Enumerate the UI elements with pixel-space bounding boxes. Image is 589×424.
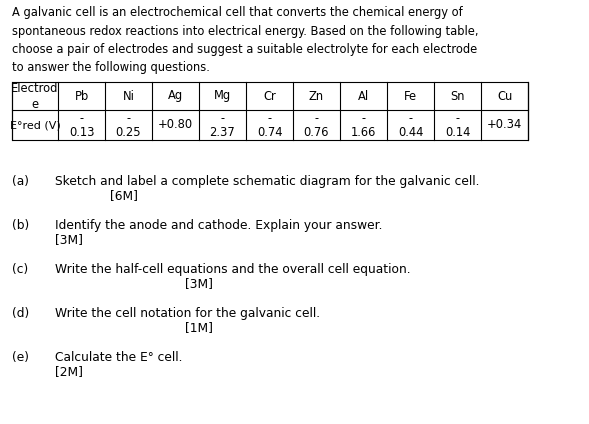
Text: Ag: Ag xyxy=(168,89,183,103)
Text: Cr: Cr xyxy=(263,89,276,103)
Text: [3M]: [3M] xyxy=(55,233,83,246)
Text: -: - xyxy=(315,112,319,126)
Text: Identify the anode and cathode. Explain your answer.: Identify the anode and cathode. Explain … xyxy=(55,219,382,232)
Text: (a): (a) xyxy=(12,175,29,188)
Text: 0.13: 0.13 xyxy=(69,126,94,139)
Text: 0.76: 0.76 xyxy=(304,126,329,139)
Text: Write the cell notation for the galvanic cell.: Write the cell notation for the galvanic… xyxy=(55,307,320,320)
Text: [2M]: [2M] xyxy=(55,365,83,378)
Text: (e): (e) xyxy=(12,351,29,364)
Text: A galvanic cell is an electrochemical cell that converts the chemical energy of
: A galvanic cell is an electrochemical ce… xyxy=(12,6,478,75)
Text: -: - xyxy=(408,112,412,126)
Text: [6M]: [6M] xyxy=(110,189,138,202)
Text: Al: Al xyxy=(358,89,369,103)
Text: Pb: Pb xyxy=(74,89,88,103)
Text: (b): (b) xyxy=(12,219,29,232)
Text: -: - xyxy=(80,112,84,126)
Text: Cu: Cu xyxy=(497,89,512,103)
Text: Ni: Ni xyxy=(123,89,134,103)
Text: [1M]: [1M] xyxy=(185,321,213,334)
Text: (c): (c) xyxy=(12,263,28,276)
Text: E°red (V): E°red (V) xyxy=(9,120,61,130)
Text: -: - xyxy=(220,112,224,126)
Text: Sketch and label a complete schematic diagram for the galvanic cell.: Sketch and label a complete schematic di… xyxy=(55,175,479,188)
Text: +0.34: +0.34 xyxy=(487,118,522,131)
Text: 0.74: 0.74 xyxy=(257,126,282,139)
Text: (d): (d) xyxy=(12,307,29,320)
Text: -: - xyxy=(267,112,272,126)
Text: Electrod
e: Electrod e xyxy=(11,81,59,111)
Text: 0.25: 0.25 xyxy=(115,126,141,139)
Text: Calculate the E° cell.: Calculate the E° cell. xyxy=(55,351,183,364)
Text: -: - xyxy=(455,112,459,126)
Text: Fe: Fe xyxy=(404,89,417,103)
Text: 0.14: 0.14 xyxy=(445,126,470,139)
Text: 0.44: 0.44 xyxy=(398,126,423,139)
Text: +0.80: +0.80 xyxy=(158,118,193,131)
Text: Mg: Mg xyxy=(214,89,231,103)
Text: -: - xyxy=(362,112,366,126)
Text: Zn: Zn xyxy=(309,89,324,103)
Text: 1.66: 1.66 xyxy=(351,126,376,139)
Bar xyxy=(12,82,528,140)
Text: -: - xyxy=(127,112,131,126)
Text: Sn: Sn xyxy=(450,89,465,103)
Text: 2.37: 2.37 xyxy=(210,126,236,139)
Text: Write the half-cell equations and the overall cell equation.: Write the half-cell equations and the ov… xyxy=(55,263,411,276)
Text: [3M]: [3M] xyxy=(185,277,213,290)
